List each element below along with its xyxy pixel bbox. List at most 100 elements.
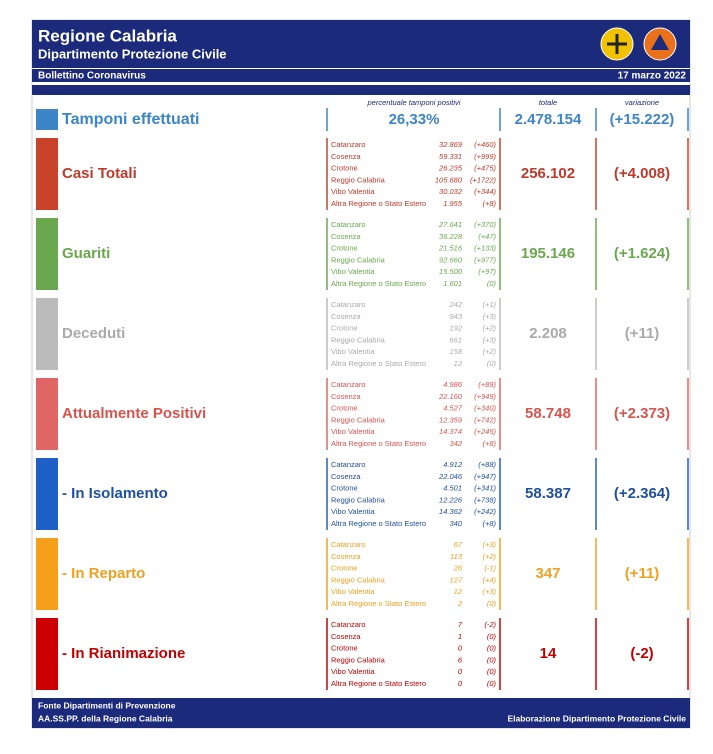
bulletin-bar [32,69,690,82]
province-value: 342 [449,439,462,448]
row-label: Tamponi effettuati [62,111,199,128]
title: Regione Calabria [38,26,177,45]
province-delta: (+3) [482,312,496,321]
province-name: Catanzaro [331,540,366,549]
footer-source: Fonte Dipartimenti di Prevenzione [38,700,176,710]
total: 256.102 [521,165,575,182]
province-value: 22.160 [438,392,463,401]
province-delta: (0) [487,679,497,688]
province-value: 14.362 [439,507,463,516]
percent: 26,33% [389,111,440,128]
province-value: 4.912 [443,460,463,469]
row-label: Casi Totali [62,165,137,182]
province-delta: (+3) [482,540,496,549]
province-value: 59.331 [439,152,462,161]
province-value: 21.516 [438,244,463,253]
province-delta: (0) [487,644,497,653]
total: 2.478.154 [515,111,582,128]
date: 17 marzo 2022 [618,71,687,82]
content: percentuale tamponi positivi totale variaz… [36,98,689,690]
province-delta: (+341) [474,484,496,493]
province-value: 4.501 [443,484,462,493]
province-value: 26 [453,564,463,573]
province-delta: (+89) [478,380,496,389]
row-label: - In Rianimazione [62,645,185,662]
variation: (+15.222) [610,111,675,128]
province-delta: (+47) [478,232,496,241]
province-name: Crotone [331,244,358,253]
color-marker [36,378,58,450]
province-delta: (+2) [482,347,496,356]
province-name: Reggio Calabria [331,335,386,344]
province-value: 30.032 [439,187,463,196]
variation: (+11) [625,565,660,582]
province-value: 192 [449,324,462,333]
province-value: 14.374 [439,427,462,436]
color-marker [36,538,58,610]
province-delta: (+4) [482,575,496,584]
row-label: - In Isolamento [62,485,168,502]
province-value: 22.046 [438,472,463,481]
province-delta: (0) [487,655,497,664]
province-value: 32.869 [439,140,463,149]
province-name: Reggio Calabria [331,255,386,264]
province-value: 242 [448,300,462,309]
color-marker [36,218,58,290]
province-name: Reggio Calabria [331,175,386,184]
province-name: Crotone [331,324,358,333]
header-band [32,20,690,68]
province-value: 943 [449,312,462,321]
province-delta: (+475) [474,164,496,173]
province-name: Vibo Valentia [331,667,375,676]
row-label: Deceduti [62,325,125,342]
province-name: Crotone [331,564,358,573]
province-value: 661 [449,335,462,344]
province-value: 15.500 [439,267,463,276]
province-delta: (-1) [484,564,496,573]
separator-bar [32,85,690,95]
province-value: 12 [454,587,463,596]
color-marker [36,458,58,530]
province-delta: (+2) [482,324,496,333]
footer-credit: Elaborazione Dipartimento Protezione Civ… [507,713,686,723]
province-name: Vibo Valentia [331,187,375,196]
footer-source: AA.SS.PP. della Regione Calabria [38,713,173,723]
province-delta: (+242) [474,507,496,516]
column-header: percentuale tamponi positivi [367,98,461,107]
province-delta: (+977) [474,255,496,264]
province-delta: (+8) [482,519,496,528]
province-name: Altra Regione o Stato Estero [331,679,426,688]
variation: (+2.364) [614,485,670,502]
logo-cross [607,34,627,54]
footer-band [32,698,690,728]
province-value: 26.235 [438,164,463,173]
frame [31,19,691,729]
province-value: 158 [449,347,462,356]
province-name: Altra Regione o Stato Estero [331,359,426,368]
province-value: 12.226 [439,495,463,504]
province-name: Crotone [331,404,358,413]
province-delta: (0) [487,667,497,676]
province-name: Catanzaro [331,220,366,229]
province-delta: (+999) [474,152,496,161]
province-delta: (+1722) [470,175,497,184]
variation: (-2) [630,645,653,662]
column-header: totale [539,98,557,107]
province-value: 0 [458,679,463,688]
province-value: 12 [454,359,463,368]
province-delta: (+2) [482,552,496,561]
variation: (+2.373) [614,405,670,422]
province-value: 127 [449,575,462,584]
province-delta: (+949) [474,392,496,401]
province-value: 36.228 [439,232,463,241]
subtitle: Dipartimento Protezione Civile [38,46,227,61]
province-value: 0 [458,644,463,653]
province-delta: (+738) [474,495,496,504]
total: 347 [535,565,560,582]
variation: (+1.624) [614,245,670,262]
province-value: 92.660 [439,255,463,264]
total: 195.146 [521,245,575,262]
total: 14 [540,645,557,662]
row-label: - In Reparto [62,565,145,582]
province-value: 12.359 [439,415,463,424]
